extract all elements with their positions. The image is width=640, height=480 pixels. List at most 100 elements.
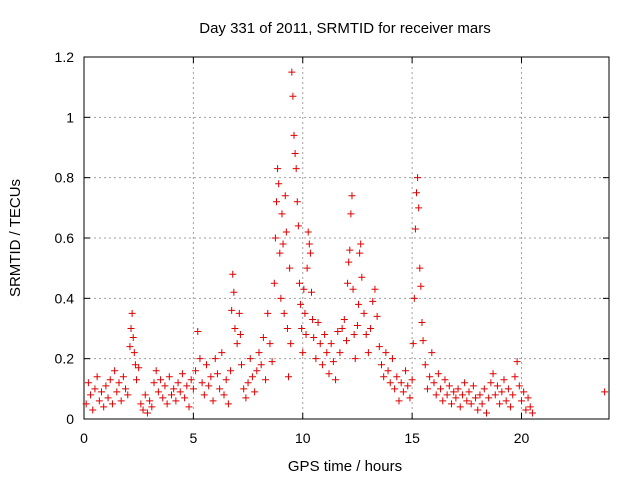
data-point-marker	[304, 228, 312, 236]
data-point-marker	[259, 334, 267, 342]
data-point-marker	[268, 358, 276, 366]
data-point-marker	[408, 376, 416, 384]
data-point-marker	[295, 279, 303, 287]
data-point-marker	[228, 306, 236, 314]
data-point-marker	[137, 400, 145, 408]
data-point-marker	[357, 240, 365, 248]
data-point-marker	[327, 340, 335, 348]
axis-ticks: 0 0.2 0.4 0.6 0.8 1 1.2 0 5 10 15 20	[55, 49, 609, 446]
data-point-marker	[281, 192, 289, 200]
data-point-marker	[351, 355, 359, 363]
data-point-marker	[108, 400, 116, 408]
data-point-marker	[417, 282, 425, 290]
data-point-marker	[98, 388, 105, 396]
data-point-marker	[187, 376, 195, 384]
x-axis-label: GPS time / hours	[288, 458, 402, 475]
x-tick-label: 20	[514, 430, 530, 446]
data-point-marker	[362, 331, 370, 339]
data-point-marker	[299, 349, 307, 357]
data-point-marker	[139, 406, 147, 414]
data-point-marker	[513, 358, 521, 366]
data-point-marker	[293, 198, 301, 206]
data-point-marker	[271, 234, 279, 242]
data-point-marker	[404, 382, 412, 390]
data-point-marker	[524, 394, 532, 402]
data-point-marker	[507, 403, 515, 411]
data-point-marker	[119, 373, 127, 381]
data-point-marker	[316, 340, 324, 348]
data-point-marker	[276, 249, 284, 257]
data-point-marker	[216, 385, 224, 393]
data-point-marker	[314, 318, 322, 326]
data-point-marker	[373, 312, 381, 320]
data-point-marker	[93, 373, 101, 381]
data-point-marker	[238, 361, 245, 369]
data-point-marker	[399, 388, 407, 396]
data-point-marker	[174, 379, 182, 387]
data-point-marker	[350, 331, 358, 339]
data-point-marker	[168, 391, 175, 399]
data-point-marker	[115, 379, 123, 387]
data-point-marker	[178, 370, 186, 378]
data-point-marker	[347, 210, 355, 218]
data-point-marker	[528, 409, 536, 417]
data-point-marker	[157, 376, 165, 384]
data-points	[82, 68, 609, 417]
data-point-marker	[386, 379, 394, 387]
data-point-marker	[458, 391, 466, 399]
data-point-marker	[111, 367, 119, 375]
data-point-marker	[196, 355, 204, 363]
data-point-marker	[122, 385, 130, 393]
data-point-marker	[231, 325, 239, 332]
data-point-marker	[402, 367, 410, 375]
data-point-marker	[520, 388, 528, 396]
data-point-marker	[437, 385, 445, 393]
data-point-marker	[445, 382, 453, 390]
data-point-marker	[336, 349, 344, 357]
data-point-marker	[277, 294, 285, 302]
data-point-marker	[309, 315, 317, 323]
data-point-marker	[300, 285, 308, 293]
data-point-marker	[257, 361, 265, 369]
data-point-marker	[220, 391, 228, 399]
data-point-marker	[143, 409, 151, 417]
data-point-marker	[467, 400, 475, 408]
data-point-marker	[280, 309, 288, 317]
data-point-marker	[290, 131, 298, 139]
data-point-marker	[283, 325, 291, 332]
data-point-marker	[414, 174, 422, 182]
data-point-marker	[106, 376, 114, 384]
data-point-marker	[349, 285, 357, 293]
data-point-marker	[411, 225, 419, 233]
data-point-marker	[150, 379, 158, 387]
data-point-marker	[218, 349, 226, 357]
data-point-marker	[152, 367, 160, 375]
data-point-marker	[469, 382, 477, 390]
data-point-marker	[285, 373, 293, 381]
data-point-marker	[200, 391, 208, 399]
y-axis-label: SRMTID / TECUs	[7, 179, 24, 297]
data-point-marker	[416, 264, 424, 272]
data-point-marker	[301, 309, 309, 317]
data-point-marker	[236, 331, 244, 339]
data-point-marker	[353, 321, 361, 329]
data-point-marker	[279, 240, 287, 248]
data-point-marker	[240, 385, 248, 393]
data-point-marker	[264, 309, 272, 317]
data-point-marker	[282, 228, 290, 236]
data-point-marker	[242, 394, 250, 402]
data-point-marker	[82, 400, 90, 408]
data-point-marker	[87, 391, 95, 399]
data-point-marker	[465, 388, 473, 396]
data-point-marker	[450, 388, 458, 396]
data-point-marker	[308, 288, 315, 296]
x-tick-label: 10	[295, 430, 311, 446]
data-point-marker	[321, 331, 329, 339]
x-tick-label: 15	[404, 430, 420, 446]
data-point-marker	[306, 249, 314, 257]
x-tick-label: 5	[189, 430, 197, 446]
data-point-marker	[380, 373, 388, 381]
data-point-marker	[255, 349, 263, 357]
data-point-marker	[288, 68, 296, 76]
x-tick-label: 0	[80, 430, 88, 446]
